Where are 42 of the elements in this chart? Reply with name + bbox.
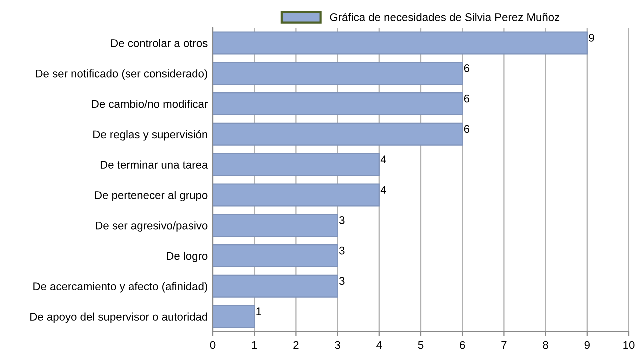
x-tick-label: 0 bbox=[210, 341, 216, 350]
x-tick-label: 3 bbox=[335, 341, 340, 350]
x-tick-label: 7 bbox=[502, 341, 507, 350]
data-label: 3 bbox=[339, 277, 345, 286]
data-label: 4 bbox=[380, 186, 386, 194]
bar bbox=[213, 122, 464, 146]
y-tick-label: De ser notificado (ser considerado) bbox=[36, 70, 208, 80]
y-tick-label: De ser agresivo/pasivo bbox=[96, 222, 208, 232]
x-tick-label: 6 bbox=[460, 341, 466, 350]
y-tick-label: De cambio/no modificar bbox=[92, 100, 208, 108]
data-label: 6 bbox=[464, 94, 470, 103]
legend-label: Gráfica de necesidades de Silvia Perez Muñoz bbox=[330, 13, 560, 22]
bar bbox=[213, 184, 380, 207]
bar bbox=[213, 244, 338, 268]
x-tick-label: 2 bbox=[294, 341, 299, 350]
bar bbox=[213, 153, 380, 176]
y-tick-label: De apoyo del supervisor o autoridad bbox=[30, 312, 208, 324]
bar bbox=[213, 32, 588, 55]
x-tick-label: 5 bbox=[418, 341, 424, 350]
y-tick-label: De pertenecer al grupo bbox=[95, 191, 208, 202]
data-label: 9 bbox=[589, 34, 594, 42]
bar bbox=[213, 92, 464, 116]
bar bbox=[213, 305, 256, 328]
x-tick-label: 9 bbox=[584, 341, 590, 350]
y-tick-label: De logro bbox=[167, 252, 208, 262]
data-label: 1 bbox=[256, 308, 262, 316]
x-tick-label: 10 bbox=[624, 341, 635, 350]
bar bbox=[213, 62, 464, 86]
data-label: 3 bbox=[339, 216, 345, 224]
y-tick-label: De acercamiento y afecto (afinidad) bbox=[34, 282, 208, 293]
y-tick-label: De terminar una tarea bbox=[100, 160, 208, 169]
data-label: 3 bbox=[339, 246, 345, 255]
x-tick-label: 4 bbox=[376, 341, 382, 350]
x-tick-label: 8 bbox=[543, 341, 548, 350]
bar bbox=[213, 214, 338, 238]
bar bbox=[213, 274, 338, 298]
x-tick-label: 1 bbox=[252, 341, 258, 350]
data-label: 6 bbox=[464, 125, 470, 134]
y-tick-label: De controlar a otros bbox=[111, 39, 208, 48]
data-label: 4 bbox=[380, 156, 386, 164]
y-tick-label: De reglas y supervisión bbox=[94, 130, 208, 141]
data-label: 6 bbox=[464, 64, 470, 72]
